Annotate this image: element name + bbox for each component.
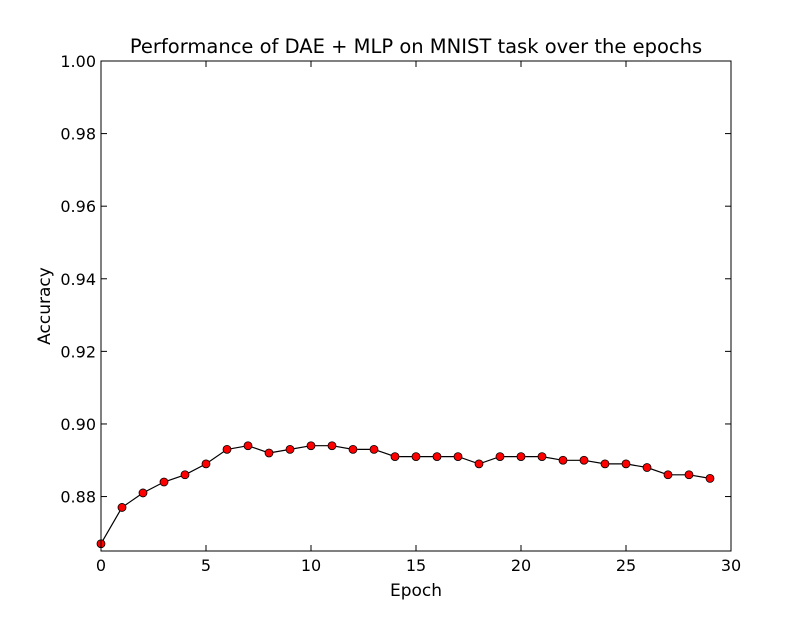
data-point (117, 503, 127, 512)
data-point (495, 452, 505, 462)
data-point (348, 444, 358, 454)
data-point (621, 459, 631, 469)
data-point (285, 444, 295, 454)
data-point (432, 452, 442, 462)
x-tick-label: 5 (201, 556, 211, 575)
data-point (600, 459, 610, 469)
plot-series (96, 441, 715, 549)
data-point (264, 448, 274, 458)
data-point (558, 455, 568, 465)
data-point (705, 474, 715, 483)
plot-frame (100, 60, 732, 552)
data-point (516, 452, 526, 462)
data-point (180, 470, 190, 480)
chart-title: Performance of DAE + MLP on MNIST task o… (130, 35, 702, 58)
data-point (474, 459, 484, 469)
data-point (663, 470, 673, 480)
y-tick-label: 1.00 (60, 52, 96, 71)
y-tick-label: 0.98 (60, 125, 96, 144)
data-point (159, 477, 169, 487)
x-tick-label: 30 (721, 556, 741, 575)
data-point (684, 470, 694, 480)
x-tick-label: 25 (616, 556, 636, 575)
data-point (369, 444, 379, 454)
y-tick-label: 0.96 (60, 197, 96, 216)
data-point (537, 452, 547, 462)
y-axis-label: Accuracy (35, 267, 55, 345)
x-axis-label: Epoch (390, 581, 442, 601)
data-point (411, 452, 421, 462)
axis-ticks: 0 5 10 15 20 25 30 0.88 0.90 0.92 0.94 0.96 0.98 1.00 (60, 52, 741, 575)
y-tick-label: 0.92 (60, 342, 96, 361)
y-tick-label: 0.90 (60, 415, 96, 434)
x-tick-label: 20 (511, 556, 531, 575)
data-point (138, 488, 148, 498)
data-point (453, 452, 463, 462)
y-tick-label: 0.94 (60, 270, 96, 289)
data-point (222, 444, 232, 454)
data-point (390, 452, 400, 462)
y-tick-label: 0.88 (60, 488, 96, 507)
data-point (642, 463, 652, 472)
x-tick-label: 15 (406, 556, 426, 575)
data-point (579, 455, 589, 465)
data-point (201, 459, 211, 469)
x-tick-label: 10 (301, 556, 321, 575)
data-point (306, 441, 316, 451)
data-point (243, 441, 253, 451)
data-point (327, 441, 337, 451)
x-tick-label: 0 (96, 556, 106, 575)
